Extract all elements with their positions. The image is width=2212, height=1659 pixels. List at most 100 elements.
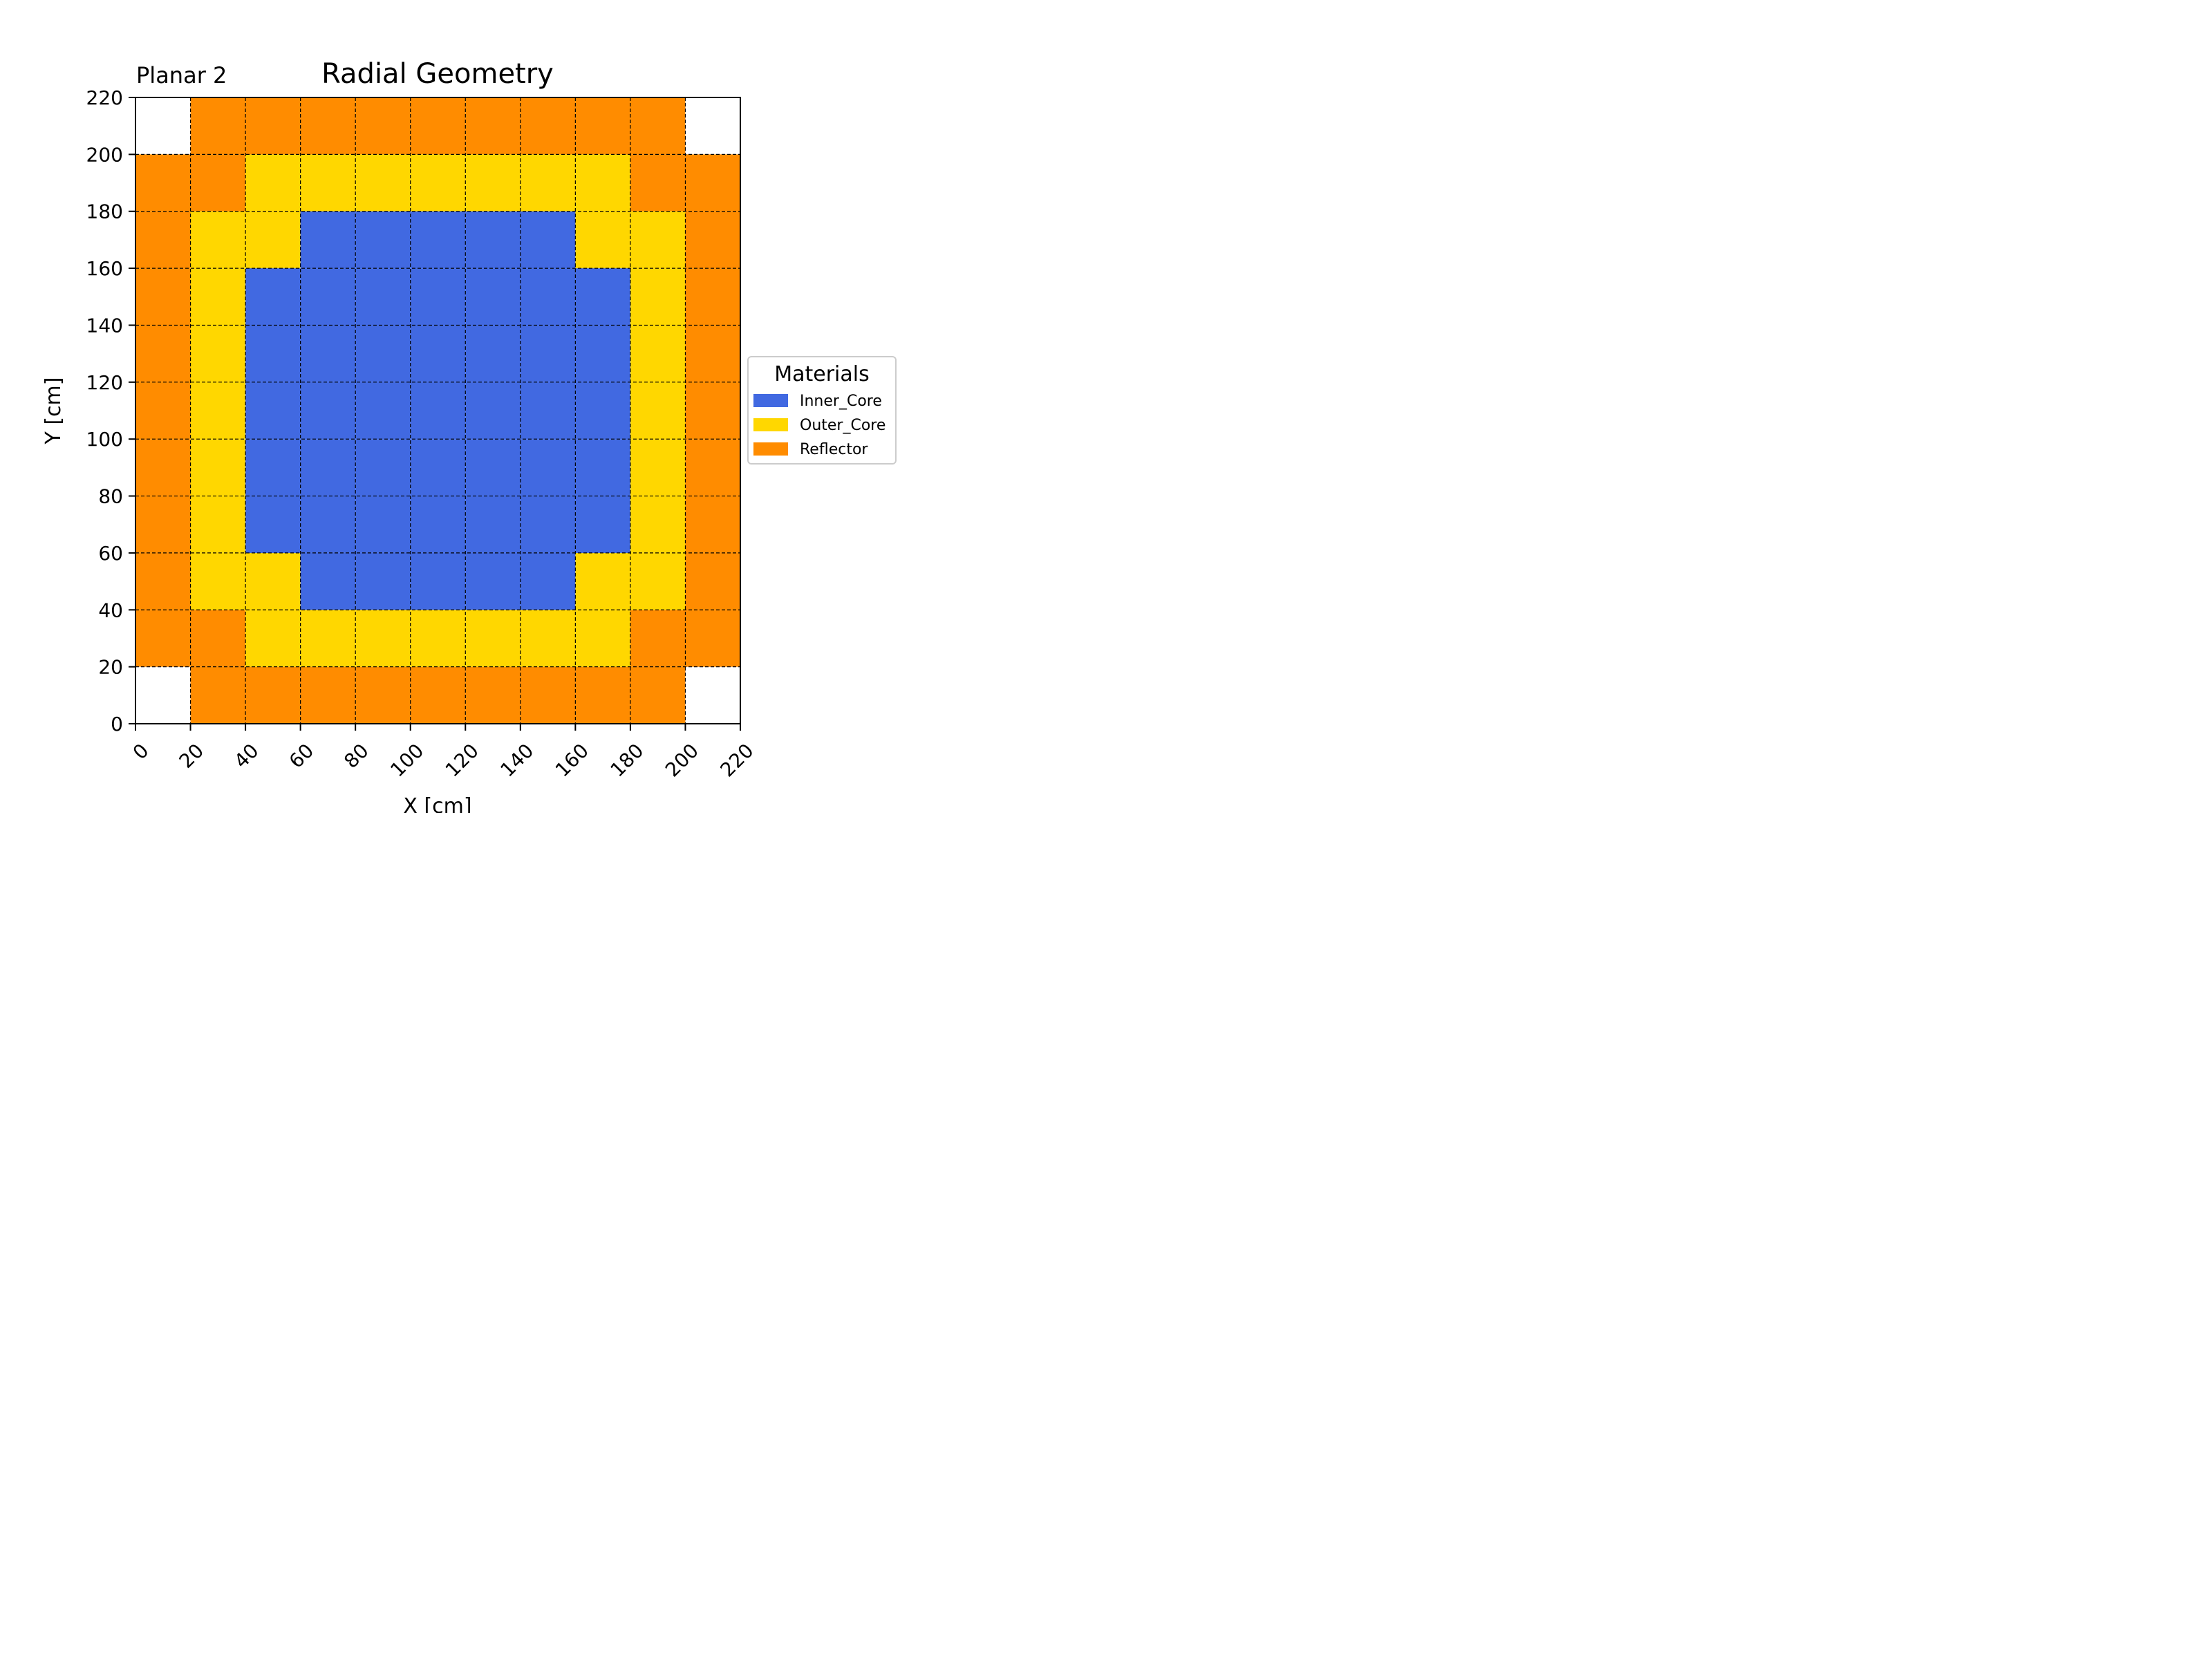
legend-swatch-outer-core	[753, 418, 788, 431]
cell-reflector	[685, 325, 740, 382]
cell-reflector	[135, 382, 191, 440]
cell-inner-core	[410, 268, 466, 326]
cell-reflector	[465, 97, 521, 155]
cell-inner-core	[410, 211, 466, 269]
legend-label-outer-core: Outer_Core	[800, 417, 885, 434]
cell-inner-core	[245, 268, 301, 326]
cell-outer-core	[465, 154, 521, 212]
y-tick-label: 220	[86, 86, 123, 109]
cell-reflector	[135, 439, 191, 496]
cell-outer-core	[190, 552, 246, 610]
cell-reflector	[465, 666, 521, 724]
cell-inner-core	[410, 325, 466, 382]
cell-outer-core	[355, 154, 411, 212]
cell-inner-core	[465, 552, 521, 610]
chart-title: Radial Geometry	[321, 58, 554, 90]
cell-inner-core	[575, 496, 630, 553]
x-tick-label: 140	[496, 739, 538, 781]
x-tick-label: 100	[386, 739, 428, 781]
cell-reflector	[135, 154, 191, 212]
cell-reflector	[245, 97, 301, 155]
y-tick-label: 0	[111, 713, 123, 735]
y-axis-label: Y [cm]	[41, 377, 66, 445]
cell-inner-core	[300, 552, 356, 610]
cell-inner-core	[520, 496, 576, 553]
cell-outer-core	[575, 610, 630, 667]
y-tick-label: 100	[86, 428, 123, 451]
cell-inner-core	[465, 325, 521, 382]
x-tick-label: 0	[129, 739, 153, 764]
y-axis-ticks: 0 20 40 60 80 100 120 140 160 180 200 220	[86, 86, 135, 735]
x-tick-label: 20	[175, 739, 209, 773]
cell-outer-core	[575, 154, 630, 212]
cell-inner-core	[465, 211, 521, 269]
cell-outer-core	[575, 211, 630, 269]
cell-inner-core	[520, 552, 576, 610]
cell-inner-core	[300, 268, 356, 326]
cell-inner-core	[465, 439, 521, 496]
x-tick-label: 160	[551, 739, 593, 781]
y-tick-label: 20	[98, 656, 123, 679]
cell-inner-core	[465, 496, 521, 553]
radial-geometry-chart: Planar 2 Radial Geometry 0 20 40 60 80 100 120…	[41, 58, 897, 813]
cell-outer-core	[520, 610, 576, 667]
cell-reflector	[190, 97, 246, 155]
cell-reflector	[575, 97, 630, 155]
cell-reflector	[685, 382, 740, 440]
y-tick-label: 180	[86, 200, 123, 223]
cell-outer-core	[630, 552, 686, 610]
cell-inner-core	[355, 382, 411, 440]
cell-reflector	[135, 268, 191, 326]
cell-inner-core	[410, 439, 466, 496]
cell-inner-core	[575, 382, 630, 440]
cell-reflector	[135, 610, 191, 667]
grid-lines	[135, 97, 741, 724]
legend-swatch-reflector	[753, 442, 788, 456]
y-tick-label: 60	[98, 542, 123, 565]
cell-outer-core	[630, 268, 686, 326]
legend-label-inner-core: Inner_Core	[800, 393, 882, 410]
cell-outer-core	[630, 325, 686, 382]
cell-reflector	[135, 211, 191, 269]
cell-reflector	[355, 97, 411, 155]
cell-inner-core	[300, 325, 356, 382]
cell-outer-core	[190, 325, 246, 382]
x-tick-label: 40	[229, 739, 263, 773]
cell-inner-core	[520, 382, 576, 440]
legend-title: Materials	[774, 362, 870, 386]
cell-outer-core	[300, 610, 356, 667]
cell-inner-core	[410, 496, 466, 553]
y-tick-label: 140	[86, 314, 123, 337]
cell-inner-core	[465, 382, 521, 440]
cell-inner-core	[410, 552, 466, 610]
cell-reflector	[300, 97, 356, 155]
x-tick-label: 200	[661, 739, 703, 781]
cell-inner-core	[575, 325, 630, 382]
cell-reflector	[520, 97, 576, 155]
cell-outer-core	[410, 610, 466, 667]
cell-inner-core	[520, 211, 576, 269]
cell-inner-core	[355, 211, 411, 269]
legend-items: Inner_Core Outer_Core Reflector	[753, 393, 885, 458]
cell-inner-core	[355, 439, 411, 496]
cell-reflector	[410, 666, 466, 724]
cell-reflector	[630, 154, 686, 212]
cell-inner-core	[520, 268, 576, 326]
legend-box	[747, 356, 897, 465]
legend-label-reflector: Reflector	[800, 441, 868, 458]
cell-inner-core	[465, 268, 521, 326]
cell-outer-core	[190, 496, 246, 553]
cell-inner-core	[410, 382, 466, 440]
y-tick-label: 40	[98, 599, 123, 621]
cell-reflector	[190, 154, 246, 212]
x-tick-label: 120	[441, 739, 483, 781]
cell-reflector	[630, 610, 686, 667]
cell-reflector	[410, 97, 466, 155]
cell-outer-core	[190, 211, 246, 269]
cell-outer-core	[520, 154, 576, 212]
cell-outer-core	[630, 496, 686, 553]
legend: Materials Inner_Core Outer_Core Reflector	[747, 356, 897, 465]
cell-reflector	[135, 552, 191, 610]
cell-outer-core	[630, 382, 686, 440]
cell-outer-core	[245, 610, 301, 667]
